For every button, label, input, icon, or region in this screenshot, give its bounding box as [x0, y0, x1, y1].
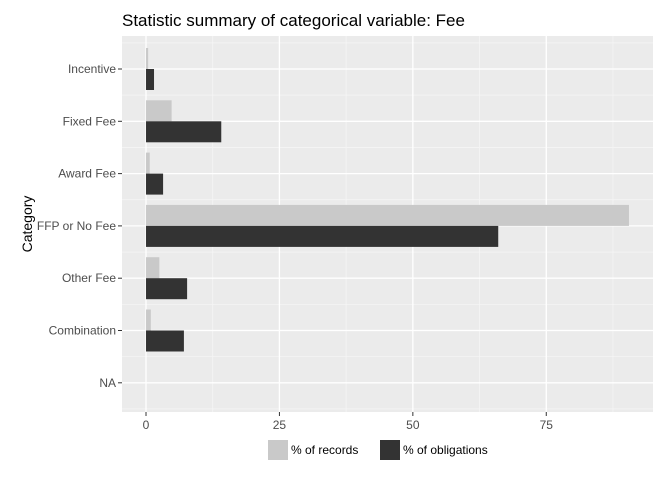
x-tick-label: 50 [406, 418, 420, 432]
bars-group [146, 48, 629, 352]
bar-obligations [146, 173, 164, 195]
y-tick-label: FFP or No Fee [37, 219, 116, 233]
y-tick-label: Other Fee [62, 271, 116, 285]
chart-title: Statistic summary of categorical variabl… [122, 11, 465, 30]
bar-records [146, 309, 151, 331]
x-tick-label: 0 [143, 418, 150, 432]
legend-key-records [268, 440, 288, 460]
bar-records [146, 48, 149, 69]
legend-label-records: % of records [291, 443, 358, 457]
bar-obligations [146, 121, 222, 143]
y-tick-label: Fixed Fee [63, 114, 117, 128]
y-tick-label: Combination [49, 324, 116, 338]
bar-obligations [146, 225, 499, 247]
x-tick-label: 25 [273, 418, 287, 432]
y-tick-label: Award Fee [58, 167, 116, 181]
bar-records [146, 152, 150, 174]
y-tick-label: NA [99, 376, 116, 390]
bar-records [146, 100, 172, 122]
bar-obligations [146, 330, 184, 352]
y-axis-title: Category [19, 196, 35, 253]
bar-records [146, 257, 160, 279]
bar-obligations [146, 69, 155, 90]
bar-obligations [146, 278, 188, 300]
y-tick-label: Incentive [68, 62, 116, 76]
legend-label-obligations: % of obligations [403, 443, 488, 457]
legend: % of records % of obligations [268, 440, 488, 460]
y-axis-ticks: Incentive Fixed Fee Award Fee FFP or No Fee… [37, 62, 122, 390]
legend-key-obligations [380, 440, 400, 460]
bar-records [146, 204, 629, 226]
x-tick-label: 75 [540, 418, 554, 432]
x-axis-ticks: 0 25 50 75 [143, 412, 554, 432]
